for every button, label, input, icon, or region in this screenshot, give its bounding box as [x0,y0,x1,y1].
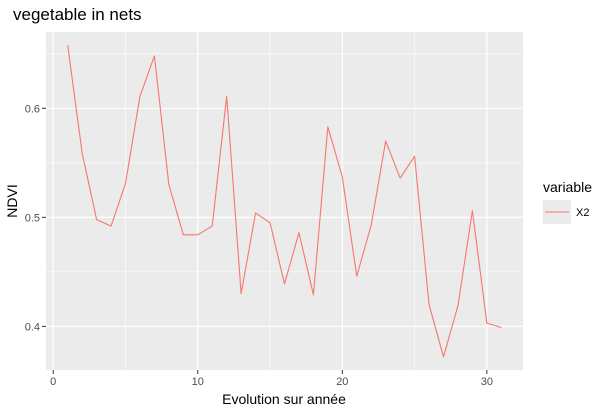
x-tick-label: 20 [336,376,348,388]
minor-gridlines [46,32,523,370]
x-tick-label: 10 [192,376,204,388]
x-axis-title: Evolution sur année [222,391,346,407]
legend-title: variable [543,179,592,195]
series-group [67,45,502,358]
y-tick-label: 0.5 [25,212,40,224]
chart-title: vegetable in nets [13,5,142,24]
plot-panel [46,32,523,370]
y-axis-ticks: 0.4 0.5 0.6 [25,103,46,333]
major-gridlines [46,32,523,370]
y-tick-label: 0.6 [25,103,40,115]
y-axis-title: NDVI [4,184,20,217]
x-axis-ticks: 0 10 20 30 [50,370,493,388]
x-tick-label: 0 [50,376,56,388]
legend: variable X2 [543,179,592,224]
y-tick-label: 0.4 [25,321,40,333]
legend-label-x2: X2 [576,207,589,219]
x-tick-label: 30 [481,376,493,388]
series-line-x2 [67,45,502,358]
